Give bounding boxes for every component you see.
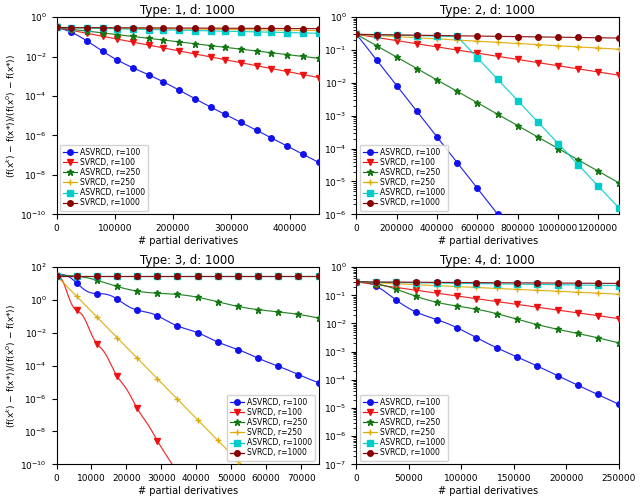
Title: Type: 3, d: 1000: Type: 3, d: 1000 bbox=[140, 254, 235, 267]
Title: Type: 1, d: 1000: Type: 1, d: 1000 bbox=[140, 4, 235, 17]
Legend: ASVRCD, r=100, SVRCD, r=100, ASVRCD, r=250, SVRCD, r=250, ASVRCD, r=1000, SVRCD,: ASVRCD, r=100, SVRCD, r=100, ASVRCD, r=2… bbox=[227, 394, 315, 460]
Y-axis label: (f(x$^k$) $-$ f(x*))/(f(x$^0$) $-$ f(x*)): (f(x$^k$) $-$ f(x*))/(f(x$^0$) $-$ f(x*)… bbox=[4, 304, 17, 428]
X-axis label: # partial derivatives: # partial derivatives bbox=[438, 236, 538, 246]
Legend: ASVRCD, r=100, SVRCD, r=100, ASVRCD, r=250, SVRCD, r=250, ASVRCD, r=1000, SVRCD,: ASVRCD, r=100, SVRCD, r=100, ASVRCD, r=2… bbox=[360, 144, 449, 210]
Legend: ASVRCD, r=100, SVRCD, r=100, ASVRCD, r=250, SVRCD, r=250, ASVRCD, r=1000, SVRCD,: ASVRCD, r=100, SVRCD, r=100, ASVRCD, r=2… bbox=[60, 144, 148, 210]
Title: Type: 2, d: 1000: Type: 2, d: 1000 bbox=[440, 4, 535, 17]
X-axis label: # partial derivatives: # partial derivatives bbox=[138, 236, 237, 246]
Legend: ASVRCD, r=100, SVRCD, r=100, ASVRCD, r=250, SVRCD, r=250, ASVRCD, r=1000, SVRCD,: ASVRCD, r=100, SVRCD, r=100, ASVRCD, r=2… bbox=[360, 394, 449, 460]
Title: Type: 4, d: 1000: Type: 4, d: 1000 bbox=[440, 254, 535, 267]
Y-axis label: (f(x$^k$) $-$ f(x*))/(f(x$^0$) $-$ f(x*)): (f(x$^k$) $-$ f(x*))/(f(x$^0$) $-$ f(x*)… bbox=[4, 54, 17, 178]
X-axis label: # partial derivatives: # partial derivatives bbox=[438, 486, 538, 496]
X-axis label: # partial derivatives: # partial derivatives bbox=[138, 486, 237, 496]
